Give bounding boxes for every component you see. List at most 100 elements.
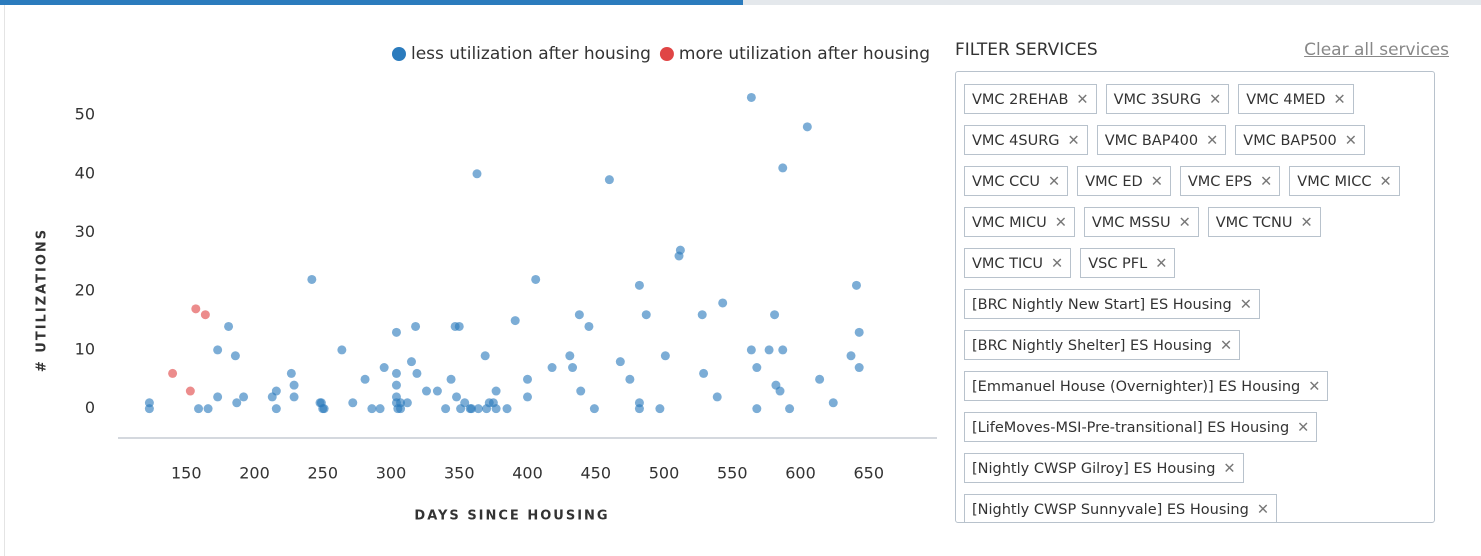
point bbox=[828, 398, 838, 408]
remove-tag[interactable]: ✕ bbox=[1379, 174, 1392, 190]
point bbox=[396, 398, 406, 408]
point bbox=[194, 404, 204, 414]
point bbox=[232, 398, 242, 408]
tag-label: VMC 4SURG bbox=[972, 133, 1060, 149]
point bbox=[785, 404, 795, 414]
remove-tag[interactable]: ✕ bbox=[1051, 256, 1064, 272]
filter-tag: [Emmanuel House (Overnighter)] ES Housin… bbox=[964, 371, 1329, 401]
point bbox=[547, 363, 557, 373]
filter-tag: VMC ED ✕ bbox=[1077, 166, 1171, 196]
point bbox=[660, 351, 670, 361]
filter-tag: VMC 4MED ✕ bbox=[1238, 84, 1354, 114]
tag-label: VMC 3SURG bbox=[1113, 92, 1202, 108]
remove-tag[interactable]: ✕ bbox=[1297, 420, 1310, 436]
filter-tag: VMC TICU ✕ bbox=[964, 248, 1072, 278]
point bbox=[565, 351, 575, 361]
x-tick-label: 450 bbox=[580, 464, 611, 483]
filter-title: FILTER SERVICES bbox=[955, 40, 1098, 60]
x-tick-label: 400 bbox=[512, 464, 543, 483]
point bbox=[851, 280, 861, 290]
remove-tag[interactable]: ✕ bbox=[1333, 92, 1346, 108]
point bbox=[213, 345, 223, 355]
point bbox=[655, 404, 665, 414]
tag-box: VMC 2REHAB ✕ VMC 3SURG ✕ VMC 4MED ✕ VMC 4SURG ✕… bbox=[955, 71, 1435, 523]
point bbox=[604, 175, 614, 185]
point bbox=[319, 404, 329, 414]
point bbox=[460, 398, 470, 408]
remove-tag[interactable]: ✕ bbox=[1209, 92, 1222, 108]
point bbox=[568, 363, 578, 373]
remove-tag[interactable]: ✕ bbox=[1150, 174, 1163, 190]
tag-label: VMC 4MED bbox=[1246, 92, 1326, 108]
tag-label: VMC EPS bbox=[1187, 174, 1253, 190]
point bbox=[523, 374, 532, 384]
remove-tag[interactable]: ✕ bbox=[1223, 461, 1236, 477]
filter-tag: VMC EPS ✕ bbox=[1179, 166, 1281, 196]
point bbox=[531, 274, 541, 284]
remove-tag[interactable]: ✕ bbox=[1300, 215, 1313, 231]
x-tick-label: 500 bbox=[649, 464, 680, 483]
filter-tag: VMC MICU ✕ bbox=[964, 207, 1075, 237]
point bbox=[510, 316, 520, 326]
tag-label: [LifeMoves-MSI-Pre-transitional] ES Hous… bbox=[972, 420, 1290, 436]
point bbox=[348, 398, 358, 408]
point bbox=[454, 321, 464, 331]
remove-tag[interactable]: ✕ bbox=[1076, 92, 1089, 108]
point bbox=[746, 345, 756, 355]
point bbox=[391, 380, 401, 390]
remove-tag[interactable]: ✕ bbox=[1256, 502, 1269, 518]
point bbox=[675, 245, 685, 255]
tag-label: VMC MSSU bbox=[1091, 215, 1171, 231]
point bbox=[271, 386, 281, 396]
point bbox=[406, 357, 416, 367]
remove-tag[interactable]: ✕ bbox=[1308, 379, 1321, 395]
point bbox=[286, 368, 296, 378]
remove-tag[interactable]: ✕ bbox=[1054, 215, 1067, 231]
tag-label: VMC CCU bbox=[972, 174, 1041, 190]
remove-tag[interactable]: ✕ bbox=[1260, 174, 1273, 190]
filter-tag: [Nightly CWSP Sunnyvale] ES Housing ✕ bbox=[964, 494, 1277, 522]
point bbox=[421, 386, 431, 396]
remove-tag[interactable]: ✕ bbox=[1344, 133, 1357, 149]
remove-tag[interactable]: ✕ bbox=[1048, 174, 1061, 190]
point bbox=[412, 368, 422, 378]
filter-tag: VMC 4SURG ✕ bbox=[964, 125, 1088, 155]
point bbox=[746, 92, 756, 102]
point bbox=[452, 392, 462, 402]
point bbox=[191, 304, 201, 314]
point bbox=[770, 310, 780, 320]
point bbox=[239, 392, 249, 402]
point bbox=[854, 363, 864, 373]
point bbox=[402, 398, 412, 408]
point bbox=[224, 321, 234, 331]
remove-tag[interactable]: ✕ bbox=[1155, 256, 1168, 272]
point bbox=[615, 357, 625, 367]
point bbox=[289, 392, 299, 402]
filter-tag: VMC 2REHAB ✕ bbox=[964, 84, 1097, 114]
clear-link[interactable]: Clear all services bbox=[1304, 40, 1449, 60]
point bbox=[360, 374, 370, 384]
tag-label: [BRC Nightly Shelter] ES Housing bbox=[972, 338, 1212, 354]
edge bbox=[4, 5, 5, 556]
remove-tag[interactable]: ✕ bbox=[1219, 338, 1233, 354]
tag-label: VSC PFL bbox=[1088, 256, 1148, 272]
point bbox=[446, 374, 456, 384]
point bbox=[634, 280, 644, 290]
point bbox=[752, 363, 762, 373]
point bbox=[230, 351, 240, 361]
remove-tag[interactable]: ✕ bbox=[1067, 133, 1080, 149]
remove-tag[interactable]: ✕ bbox=[1239, 297, 1252, 313]
remove-tag[interactable]: ✕ bbox=[1178, 215, 1191, 231]
point bbox=[802, 122, 812, 132]
point bbox=[432, 386, 442, 396]
tag-label: VMC ED bbox=[1085, 174, 1143, 190]
point bbox=[289, 380, 299, 390]
point bbox=[213, 392, 223, 402]
y-tick-label: 20 bbox=[75, 281, 95, 300]
tag-label: [Nightly CWSP Gilroy] ES Housing bbox=[972, 461, 1216, 477]
remove-tag[interactable]: ✕ bbox=[1206, 133, 1219, 149]
point bbox=[846, 351, 856, 361]
point bbox=[815, 374, 825, 384]
point bbox=[584, 321, 594, 331]
